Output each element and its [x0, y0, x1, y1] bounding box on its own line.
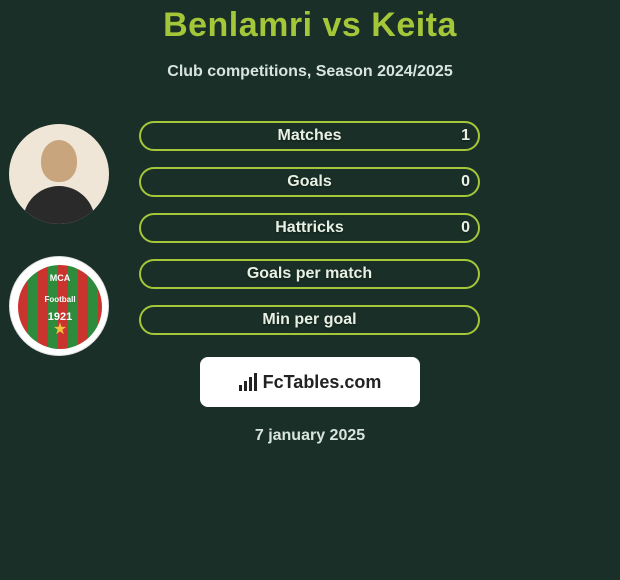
subtitle: Club competitions, Season 2024/2025	[0, 63, 620, 81]
club-logo-stripes: MCA Football 1921 ★	[18, 265, 102, 349]
stat-bar: Goals 0	[139, 167, 480, 197]
stat-bar: Goals per match	[139, 259, 480, 289]
stat-label: Goals per match	[247, 265, 372, 283]
stat-bar: Min per goal	[139, 305, 480, 335]
update-date: 7 january 2025	[0, 427, 620, 445]
stat-value: 0	[461, 219, 470, 237]
content-area: MCA Football 1921 ★ Matches 1 Goals 0	[0, 121, 620, 335]
stat-label: Min per goal	[262, 311, 356, 329]
stat-row-hattricks: Hattricks 0	[139, 213, 480, 243]
brand-badge[interactable]: FcTables.com	[200, 357, 420, 407]
stat-row-min-per-goal: Min per goal	[139, 305, 480, 335]
stat-bar: Hattricks 0	[139, 213, 480, 243]
stat-label: Matches	[277, 127, 341, 145]
brand-text: FcTables.com	[263, 372, 382, 393]
stat-row-goals: Goals 0	[139, 167, 480, 197]
page-title: Benlamri vs Keita	[0, 0, 620, 45]
stat-row-matches: Matches 1	[139, 121, 480, 151]
stat-value: 1	[461, 127, 470, 145]
club-logo-top-text: MCA	[30, 273, 90, 283]
bar-chart-icon	[239, 373, 257, 391]
avatars-column: MCA Football 1921 ★	[9, 124, 109, 356]
stat-label: Hattricks	[275, 219, 343, 237]
club-logo-inner: MCA Football 1921 ★	[30, 277, 90, 337]
club-logo-mid-text: Football	[30, 295, 90, 304]
stat-value: 0	[461, 173, 470, 191]
stat-bar: Matches 1	[139, 121, 480, 151]
stats-bars: Matches 1 Goals 0 Hattricks 0 Goals per …	[139, 121, 480, 335]
stat-label: Goals	[287, 173, 331, 191]
club-logo: MCA Football 1921 ★	[9, 256, 109, 356]
stat-row-goals-per-match: Goals per match	[139, 259, 480, 289]
player-avatar	[9, 124, 109, 224]
star-icon: ★	[30, 319, 90, 339]
